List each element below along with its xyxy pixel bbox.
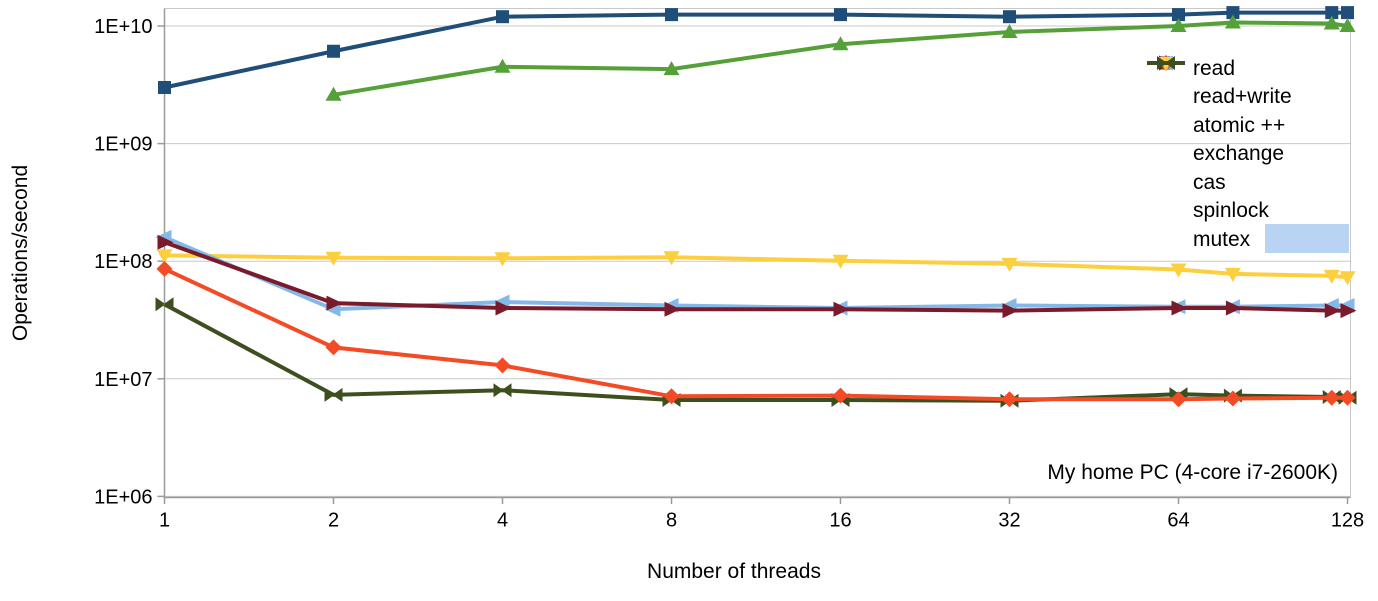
series-read <box>158 6 1354 94</box>
series-atomic ++ <box>157 234 1357 319</box>
read-write-series-marker-icon <box>1146 55 1186 106</box>
legend-item-cas: cas <box>1146 55 1292 197</box>
series-spinlock <box>156 249 1356 286</box>
legend-label-cas: cas <box>1193 170 1226 194</box>
atomic-series-marker-icon <box>1146 55 1186 134</box>
legend: read read+write atomic ++ exchange cas s… <box>1146 54 1292 254</box>
legend-label-atomic: atomic ++ <box>1193 113 1286 137</box>
exchange-series-marker-icon <box>1146 55 1186 163</box>
chart-annotation: My home PC (4-core i7-2600K) <box>1047 461 1338 484</box>
series-read+write <box>325 14 1356 101</box>
svg-text:16: 16 <box>829 510 851 532</box>
svg-text:128: 128 <box>1331 510 1364 532</box>
spinlock-series-marker-icon <box>1146 57 1186 220</box>
legend-item-spinlock: spinlock <box>1146 57 1292 226</box>
legend-label-spinlock: spinlock <box>1193 199 1269 223</box>
svg-text:1: 1 <box>159 510 170 532</box>
svg-text:4: 4 <box>497 510 508 532</box>
svg-text:32: 32 <box>998 510 1020 532</box>
svg-text:8: 8 <box>666 510 677 532</box>
svg-text:1E+09: 1E+09 <box>94 134 152 156</box>
legend-label-mutex: mutex <box>1193 227 1251 251</box>
legend-item-read-write: read+write <box>1146 55 1292 112</box>
legend-item-atomic: atomic ++ <box>1146 55 1292 140</box>
svg-text:1E+06: 1E+06 <box>94 486 152 508</box>
legend-item-exchange: exchange <box>1146 55 1292 169</box>
series-cas <box>156 260 1356 408</box>
legend-label-read-write: read+write <box>1193 85 1292 109</box>
selection-highlight <box>1265 224 1349 253</box>
x-axis-title: Number of threads <box>647 560 821 583</box>
svg-text:1E+07: 1E+07 <box>94 369 152 391</box>
cas-series-marker-icon <box>1146 55 1186 191</box>
svg-text:2: 2 <box>328 510 339 532</box>
svg-text:64: 64 <box>1167 510 1189 532</box>
legend-label-exchange: exchange <box>1193 142 1285 166</box>
legend-item-mutex: mutex <box>1146 56 1292 254</box>
legend-label-read: read <box>1193 56 1236 80</box>
mutex-series-marker-icon <box>1146 56 1186 248</box>
y-axis-title: Operations/second <box>9 164 32 342</box>
svg-text:1E+10: 1E+10 <box>94 16 152 38</box>
svg-text:1E+08: 1E+08 <box>94 251 152 273</box>
